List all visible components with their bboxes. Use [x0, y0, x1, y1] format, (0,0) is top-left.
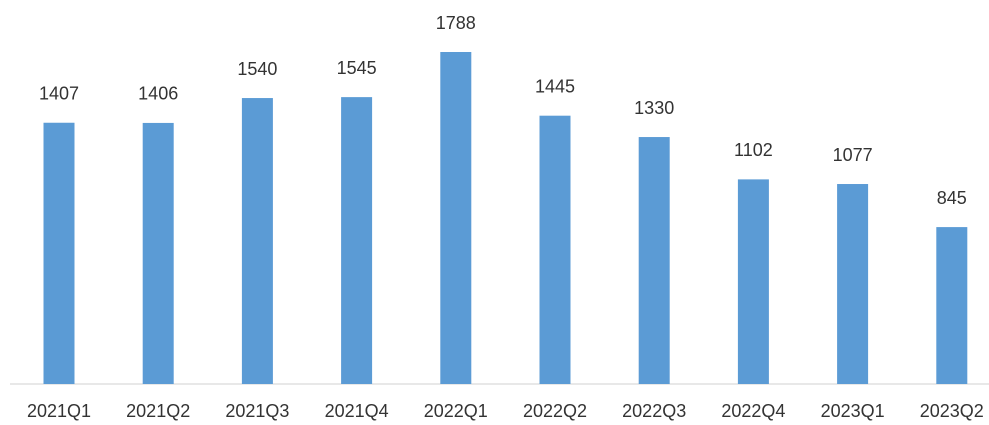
x-tick-label: 2022Q1: [424, 401, 488, 421]
value-label: 1406: [138, 84, 178, 104]
x-tick-label: 2023Q2: [920, 401, 984, 421]
bar: [638, 137, 670, 384]
x-tick-label: 2023Q1: [821, 401, 885, 421]
x-tick-label: 2022Q4: [721, 401, 785, 421]
value-label: 1077: [833, 145, 873, 165]
bar: [539, 115, 571, 385]
bar: [341, 97, 373, 385]
bar: [440, 52, 472, 384]
x-tick-label: 2021Q4: [325, 401, 389, 421]
bar: [737, 179, 769, 384]
x-tick-label: 2021Q1: [27, 401, 91, 421]
x-tick-label: 2021Q3: [225, 401, 289, 421]
x-tick-label: 2021Q2: [126, 401, 190, 421]
bar: [936, 227, 968, 384]
value-label: 1788: [436, 13, 476, 33]
bar: [43, 122, 75, 384]
value-label: 1540: [237, 59, 277, 79]
bar: [837, 184, 869, 384]
bar: [241, 98, 273, 384]
value-label: 845: [937, 188, 967, 208]
x-tick-label: 2022Q3: [622, 401, 686, 421]
value-label: 1445: [535, 76, 575, 96]
value-label: 1102: [734, 140, 773, 160]
value-label: 1407: [39, 83, 79, 103]
value-label: 1330: [634, 98, 674, 118]
x-tick-label: 2022Q2: [523, 401, 587, 421]
value-label: 1545: [337, 58, 377, 78]
bar: [142, 122, 174, 384]
